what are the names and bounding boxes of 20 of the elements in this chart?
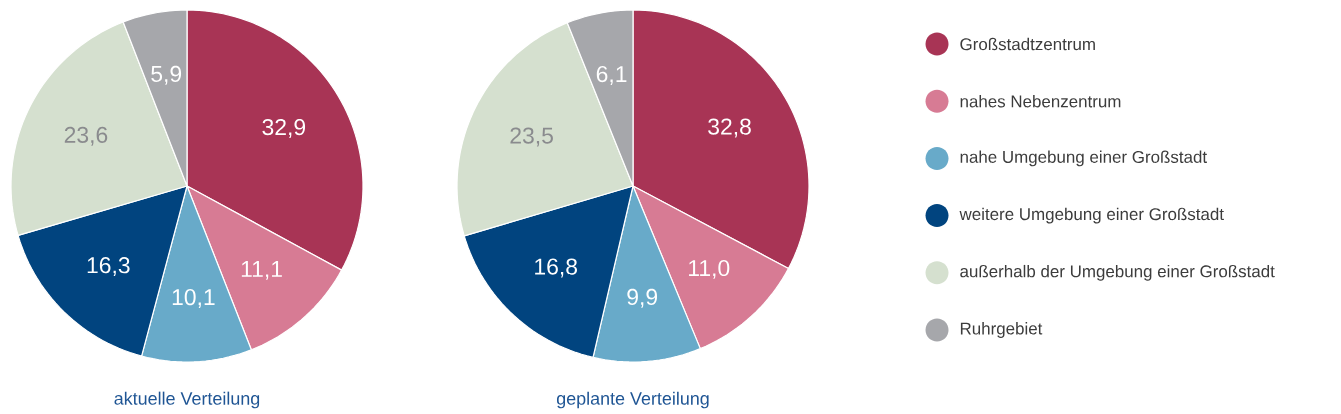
legend-label: außerhalb der Umgebung einer Großstadt bbox=[960, 264, 1275, 281]
data-label: 32,9 bbox=[262, 119, 306, 138]
legend-label: weitere Umgebung einer Großstadt bbox=[959, 207, 1224, 224]
data-label: 11,0 bbox=[689, 259, 730, 279]
legend-label: Ruhrgebiet bbox=[960, 322, 1043, 338]
data-label: 32,8 bbox=[708, 118, 751, 138]
data-label: 9,9 bbox=[627, 288, 658, 308]
data-label: 11,1 bbox=[241, 261, 282, 280]
legend-label: nahe Umgebung einer Großstadt bbox=[960, 150, 1207, 167]
legend-label: nahes Nebenzentrum bbox=[960, 94, 1121, 108]
data-label: 16,3 bbox=[87, 257, 130, 277]
data-label: 10,1 bbox=[172, 289, 215, 308]
legend-label: Großstadtzentrum bbox=[960, 37, 1095, 51]
data-label: 23,6 bbox=[64, 126, 108, 146]
data-label: 6,1 bbox=[596, 65, 627, 85]
text: geplante Verteilung bbox=[556, 391, 709, 409]
data-label: 23,5 bbox=[510, 127, 553, 147]
data-label: 5,9 bbox=[151, 65, 182, 85]
text: aktuelle Verteilung bbox=[114, 391, 260, 409]
data-label: 16,8 bbox=[535, 258, 578, 278]
